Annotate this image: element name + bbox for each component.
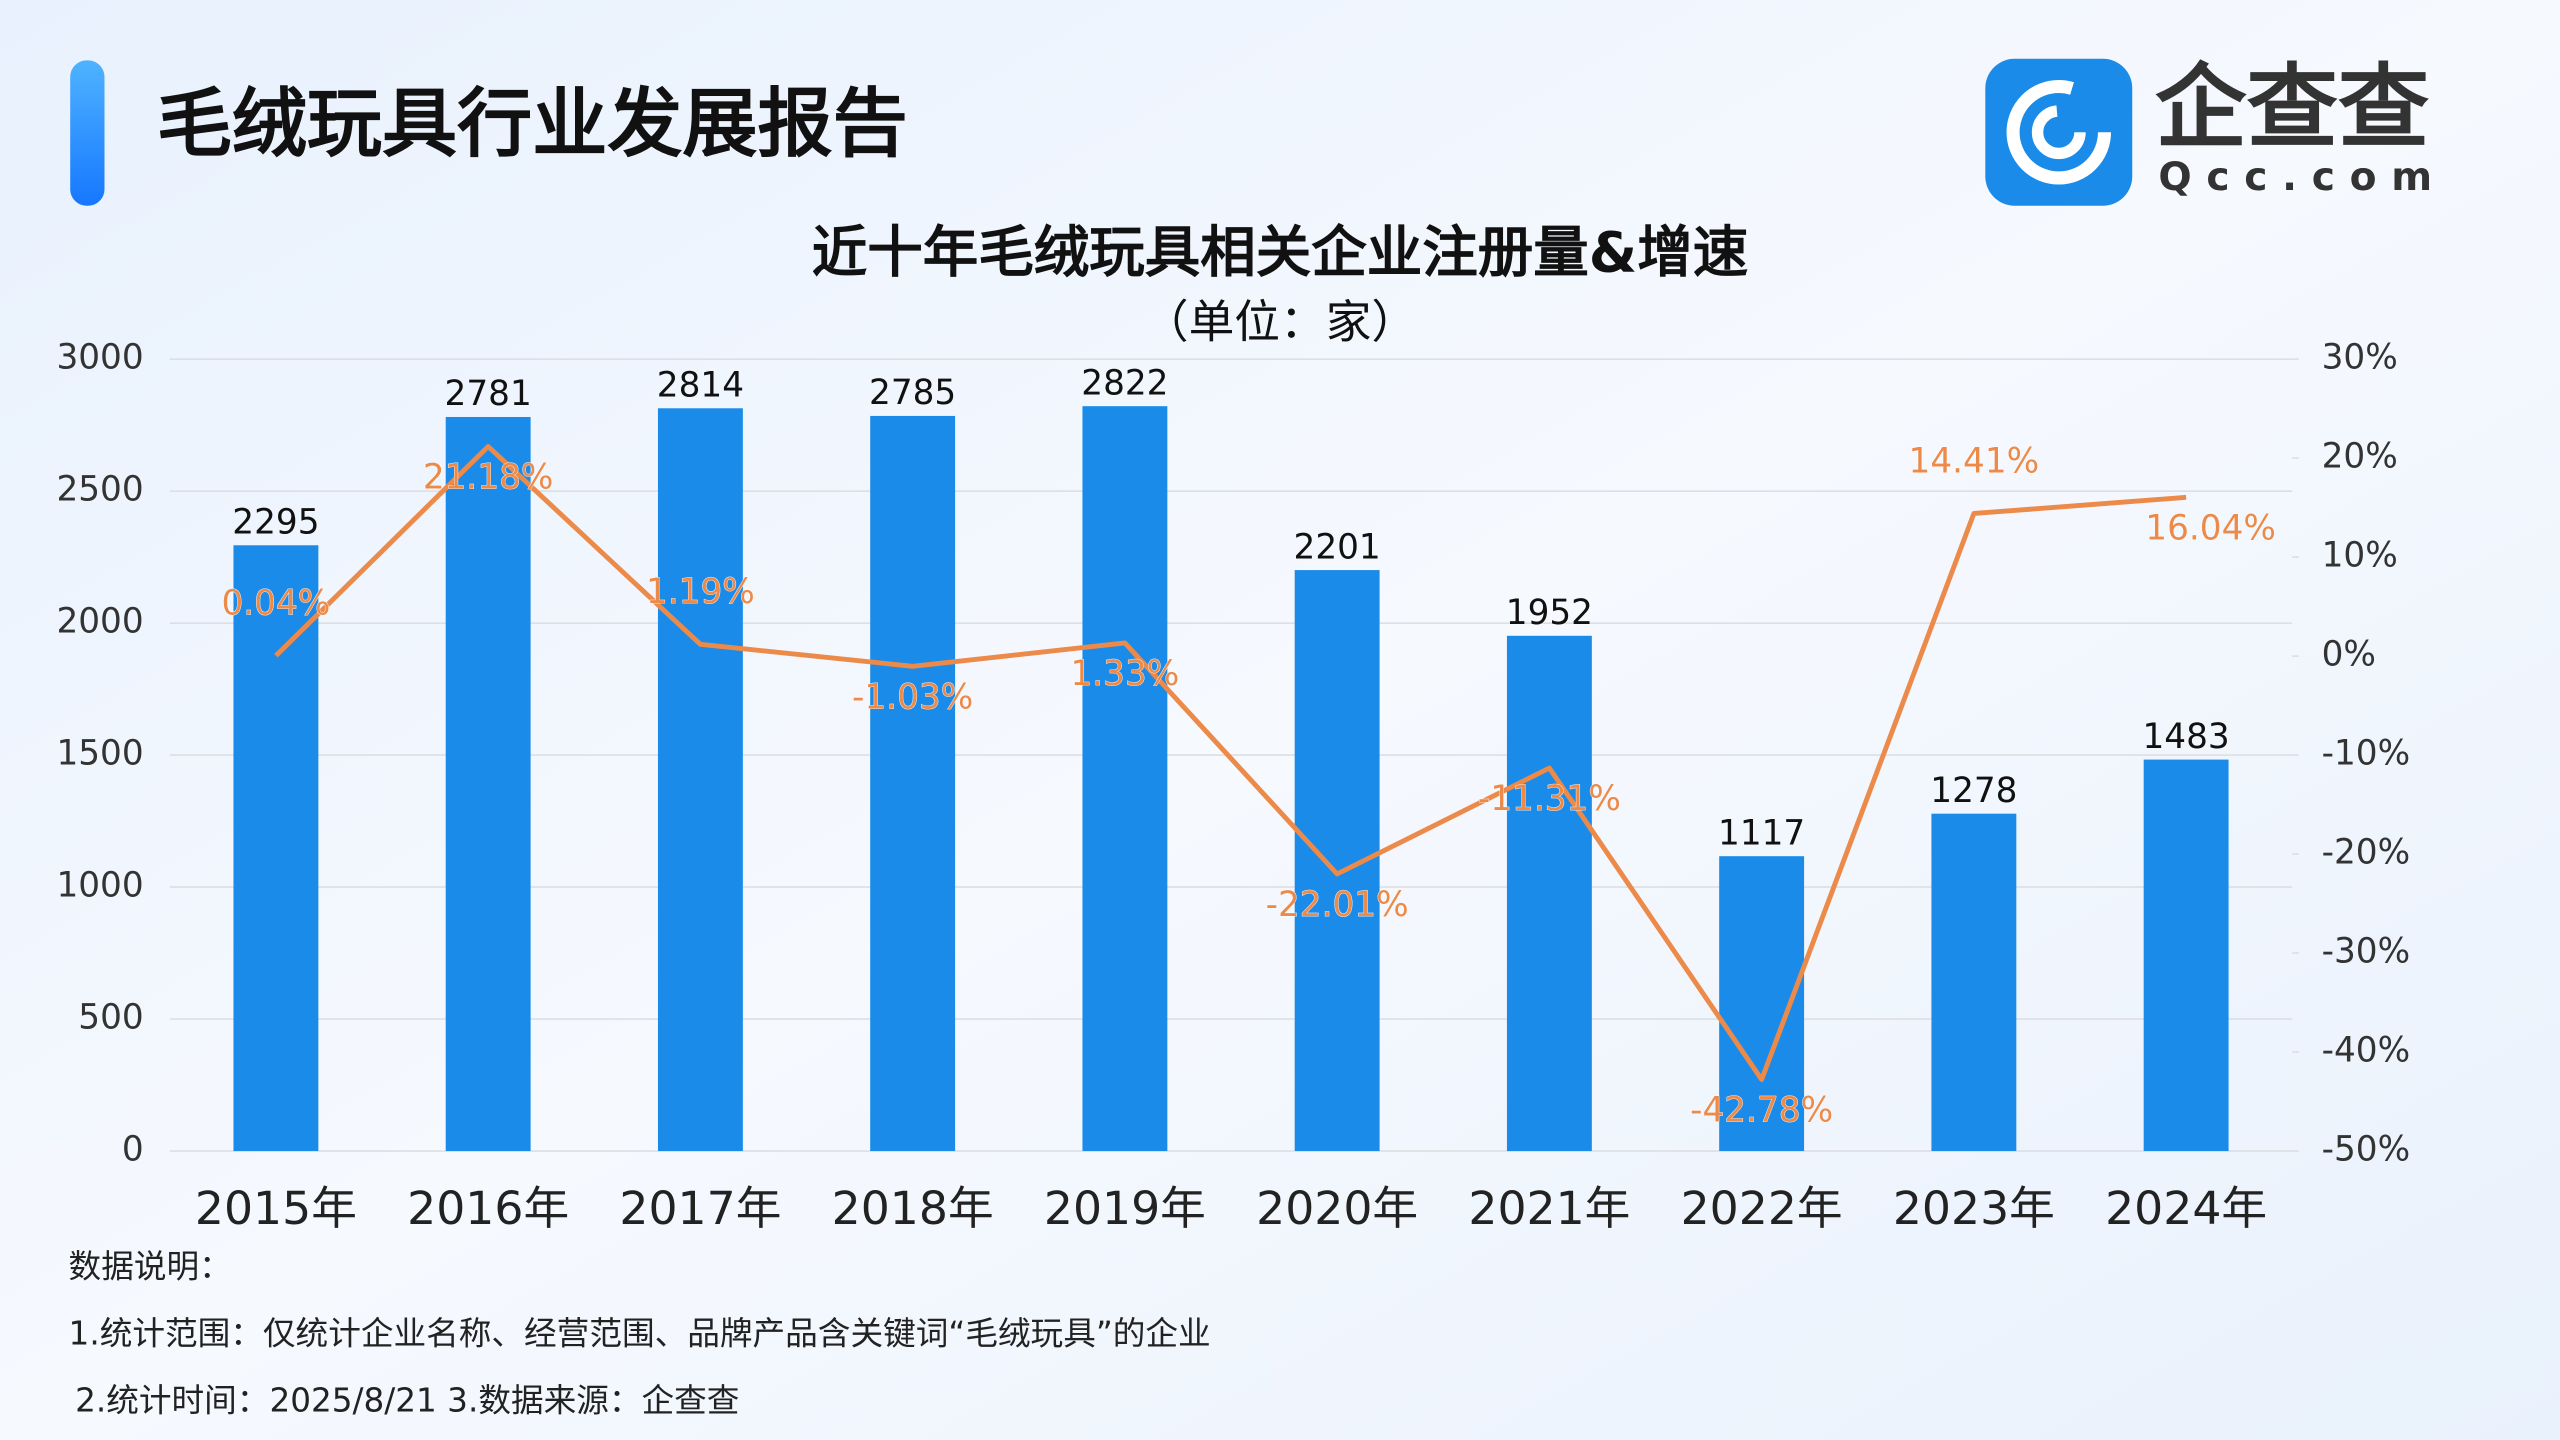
x-tick-label: 2015年 — [195, 1182, 357, 1235]
line-value-label: -42.78% — [1690, 1091, 1833, 1131]
note: 1.统计范围：仅统计企业名称、经营范围、品牌产品含关键词“毛绒玩具”的企业 — [69, 1315, 1211, 1353]
bar-value-label: 2814 — [657, 366, 744, 406]
y2-tick-label: -10% — [2322, 734, 2411, 774]
y2-tick-label: -30% — [2322, 932, 2411, 972]
chart-title: 近十年毛绒玩具相关企业注册量&增速 — [812, 220, 1748, 285]
y2-tick-label: -40% — [2322, 1031, 2411, 1071]
x-tick-label: 2024年 — [2105, 1182, 2267, 1235]
bar-value-label: 1278 — [1930, 771, 2017, 811]
bar — [870, 415, 956, 1152]
y-tick-label: 2000 — [56, 602, 143, 642]
bar-value-label: 2822 — [1081, 363, 1168, 403]
y2-tick-label: 10% — [2322, 536, 2398, 576]
line-value-label: -22.01% — [1266, 885, 1409, 925]
line-value-label: 1.19% — [646, 572, 755, 612]
bar — [1506, 635, 1592, 1152]
y-tick-label: 1000 — [56, 866, 143, 906]
note: 2.统计时间：2025/8/21 3.数据来源：企查查 — [75, 1381, 739, 1419]
growth-line — [274, 444, 2187, 1083]
bar-value-label: 2781 — [445, 374, 532, 414]
line-value-label: 16.04% — [2145, 509, 2276, 549]
x-tick-label: 2020年 — [1256, 1182, 1418, 1235]
y-tick-label: 500 — [78, 998, 143, 1038]
line-value-label: 14.41% — [1909, 441, 2040, 481]
x-tick-label: 2021年 — [1468, 1182, 1630, 1235]
x-tick-label: 2023年 — [1893, 1182, 2055, 1235]
bar — [1082, 406, 1168, 1152]
y2-tick-label: -50% — [2322, 1130, 2411, 1170]
line-value-label: -11.31% — [1478, 779, 1621, 819]
bar — [1931, 813, 2017, 1152]
y-tick-label: 3000 — [56, 338, 143, 378]
page-title: 毛绒玩具行业发展报告 — [157, 79, 908, 167]
logo: 企查查 Qcc.com — [1985, 54, 2446, 206]
x-tick-label: 2019年 — [1044, 1182, 1206, 1235]
bar — [233, 545, 319, 1152]
line-value-label: 0.04% — [221, 584, 330, 624]
bar-value-label: 2295 — [232, 503, 319, 543]
title-accent — [70, 60, 105, 206]
x-tick-label: 2022年 — [1681, 1182, 1843, 1235]
line-value-label: 21.18% — [423, 458, 554, 498]
x-tick-label: 2018年 — [832, 1182, 994, 1235]
y2-tick-label: 0% — [2322, 635, 2376, 675]
y2-tick-label: -20% — [2322, 833, 2411, 873]
bar — [2143, 759, 2229, 1152]
bar-value-label: 1952 — [1506, 593, 1593, 633]
y2-tick-label: 30% — [2322, 338, 2398, 378]
bar — [657, 408, 743, 1152]
line-value-label: -1.03% — [852, 677, 973, 717]
y-tick-label: 0 — [122, 1130, 144, 1170]
y-tick-label: 1500 — [56, 734, 143, 774]
bar-value-label: 1483 — [2143, 717, 2230, 757]
logo-subtext: Qcc.com — [2158, 155, 2446, 200]
y2-tick-label: 20% — [2322, 437, 2398, 477]
bar-value-label: 2785 — [869, 373, 956, 413]
line-value-label: 1.33% — [1070, 654, 1179, 694]
note: 数据说明： — [69, 1248, 232, 1286]
logo-text: 企查查 — [2155, 54, 2430, 161]
chart-subtitle: （单位：家） — [1143, 295, 1417, 348]
bar-value-label: 1117 — [1718, 813, 1805, 853]
y-tick-label: 2500 — [56, 470, 143, 510]
x-tick-label: 2017年 — [619, 1182, 781, 1235]
x-tick-label: 2016年 — [407, 1182, 569, 1235]
bar-value-label: 2201 — [1294, 527, 1381, 567]
logo-icon-core — [2031, 105, 2086, 160]
bar — [445, 416, 531, 1152]
logo-icon-ring — [2006, 80, 2112, 185]
